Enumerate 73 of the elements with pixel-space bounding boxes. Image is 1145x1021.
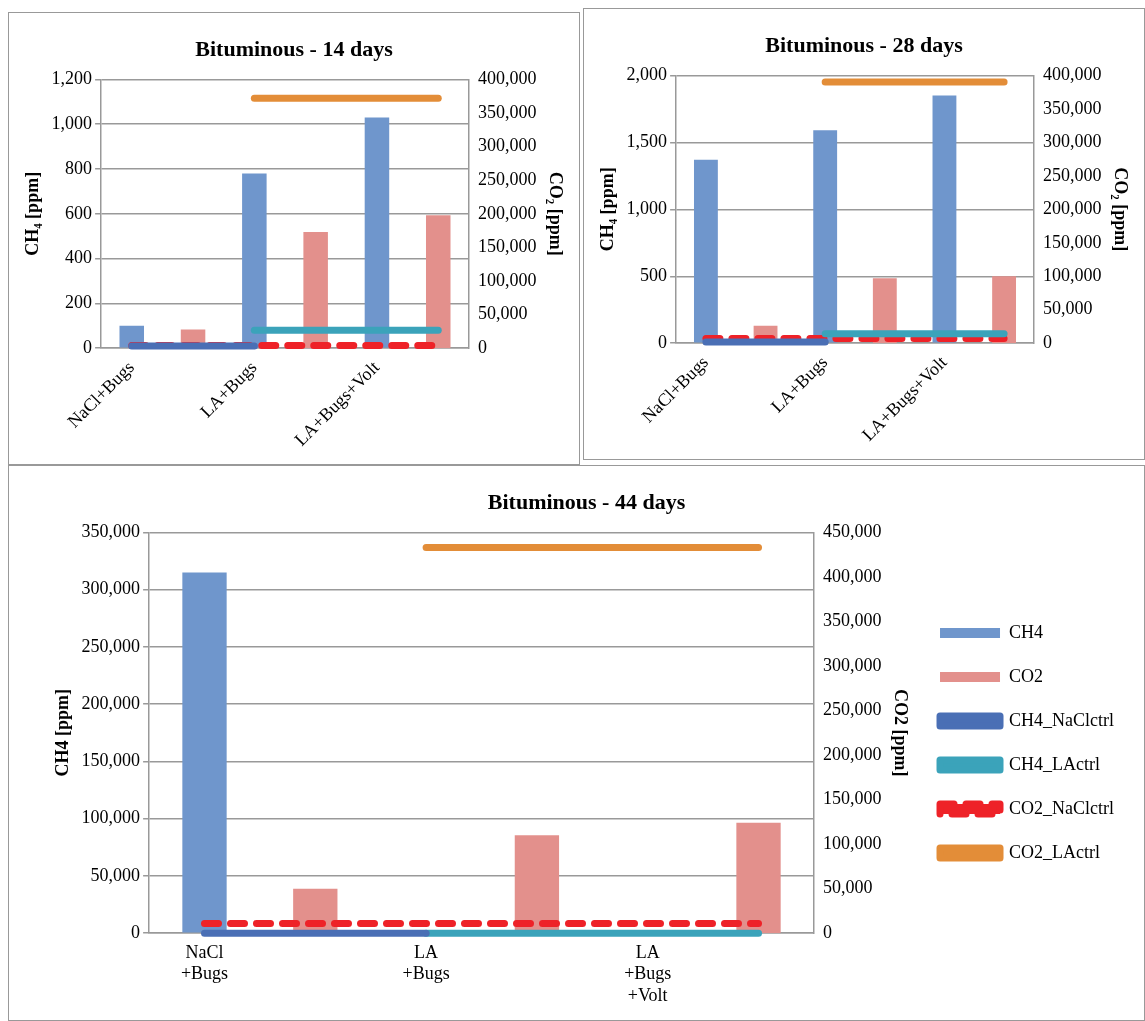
y-tick-label: 0 bbox=[131, 921, 141, 942]
y-tick-label: 200 bbox=[65, 292, 93, 313]
legend-label: CH4_LActrl bbox=[1009, 753, 1100, 774]
y-tick-label: 1,000 bbox=[51, 112, 93, 133]
y2-tick-label: 400,000 bbox=[477, 68, 537, 89]
legend-label: CO2_NaClctrl bbox=[1009, 797, 1115, 818]
chart-title: Bituminous - 44 days bbox=[487, 488, 686, 514]
chart-title: Bituminous - 14 days bbox=[195, 35, 394, 61]
y-tick-label: 100,000 bbox=[81, 807, 141, 828]
y2-tick-label: 300,000 bbox=[1042, 131, 1102, 152]
y2-tick-label: 250,000 bbox=[1042, 164, 1102, 185]
y2-tick-label: 350,000 bbox=[1042, 97, 1102, 118]
legend-label: CO2_LActrl bbox=[1009, 841, 1100, 862]
y-tick-label: 0 bbox=[83, 336, 93, 357]
y2-tick-label: 100,000 bbox=[477, 269, 537, 290]
y2-tick-label: 450,000 bbox=[822, 521, 882, 542]
x-tick-label: NaCl+Bugs bbox=[180, 941, 229, 984]
chart-title: Bituminous - 28 days bbox=[765, 31, 964, 57]
bar bbox=[736, 822, 781, 934]
y-axis-title: CH₄ [ppm] bbox=[597, 167, 618, 252]
y2-tick-label: 200,000 bbox=[822, 743, 882, 764]
y2-tick-label: 400,000 bbox=[822, 565, 882, 586]
y2-tick-label: 300,000 bbox=[477, 135, 537, 156]
y2-tick-label: 50,000 bbox=[477, 303, 528, 324]
y2-tick-label: 250,000 bbox=[822, 699, 882, 720]
y-tick-label: 200,000 bbox=[81, 692, 141, 713]
y2-tick-label: 200,000 bbox=[1042, 198, 1102, 219]
y-tick-label: 800 bbox=[65, 157, 93, 178]
y-tick-label: 50,000 bbox=[90, 864, 141, 885]
y-axis-title: CH4 [ppm] bbox=[52, 689, 73, 777]
x-tick-label: LA+Bugs+Volt bbox=[624, 941, 672, 1005]
y-tick-label: 1,500 bbox=[626, 131, 668, 152]
y2-tick-label: 0 bbox=[477, 336, 487, 357]
y-tick-label: 0 bbox=[658, 331, 668, 352]
y2-tick-label: 150,000 bbox=[1042, 231, 1102, 252]
bar bbox=[693, 159, 718, 343]
y2-tick-label: 100,000 bbox=[1042, 265, 1102, 286]
y-tick-label: 150,000 bbox=[81, 750, 141, 771]
y2-tick-label: 0 bbox=[822, 921, 832, 942]
y-tick-label: 500 bbox=[640, 265, 668, 286]
y2-tick-label: 50,000 bbox=[1042, 298, 1093, 319]
y2-tick-label: 350,000 bbox=[477, 101, 537, 122]
y-tick-label: 300,000 bbox=[81, 578, 141, 599]
y2-tick-label: 150,000 bbox=[822, 788, 882, 809]
y2-axis-title: CO2 [ppm] bbox=[890, 689, 911, 777]
bar bbox=[813, 130, 838, 343]
bar bbox=[364, 117, 390, 348]
bar bbox=[425, 215, 451, 349]
bar bbox=[932, 95, 957, 343]
legend-label: CH4_NaClctrl bbox=[1009, 709, 1115, 730]
legend-label: CH4 bbox=[1009, 621, 1044, 642]
y-tick-label: 1,200 bbox=[51, 68, 93, 89]
y2-tick-label: 50,000 bbox=[822, 877, 873, 898]
y-tick-label: 600 bbox=[65, 202, 93, 223]
y-tick-label: 350,000 bbox=[81, 521, 141, 542]
y2-tick-label: 350,000 bbox=[822, 610, 882, 631]
y-tick-label: 400 bbox=[65, 247, 93, 268]
y2-tick-label: 250,000 bbox=[477, 168, 537, 189]
y-tick-label: 1,000 bbox=[626, 198, 668, 219]
x-tick-label: LA+Bugs bbox=[402, 941, 450, 984]
bar bbox=[303, 231, 328, 349]
y2-tick-label: 300,000 bbox=[822, 654, 882, 675]
y-tick-label: 2,000 bbox=[626, 64, 668, 85]
y-tick-label: 250,000 bbox=[81, 635, 141, 656]
y-axis-title: CH₄ [ppm] bbox=[22, 171, 43, 256]
y2-tick-label: 150,000 bbox=[477, 236, 537, 257]
y2-tick-label: 200,000 bbox=[477, 202, 537, 223]
y2-tick-label: 0 bbox=[1042, 331, 1052, 352]
y2-tick-label: 100,000 bbox=[822, 832, 882, 853]
y2-axis-title: CO₂ [ppm] bbox=[545, 171, 566, 256]
y2-tick-label: 400,000 bbox=[1042, 64, 1102, 85]
legend-label: CO2 bbox=[1009, 665, 1044, 686]
y2-axis-title: CO₂ [ppm] bbox=[1110, 167, 1131, 252]
